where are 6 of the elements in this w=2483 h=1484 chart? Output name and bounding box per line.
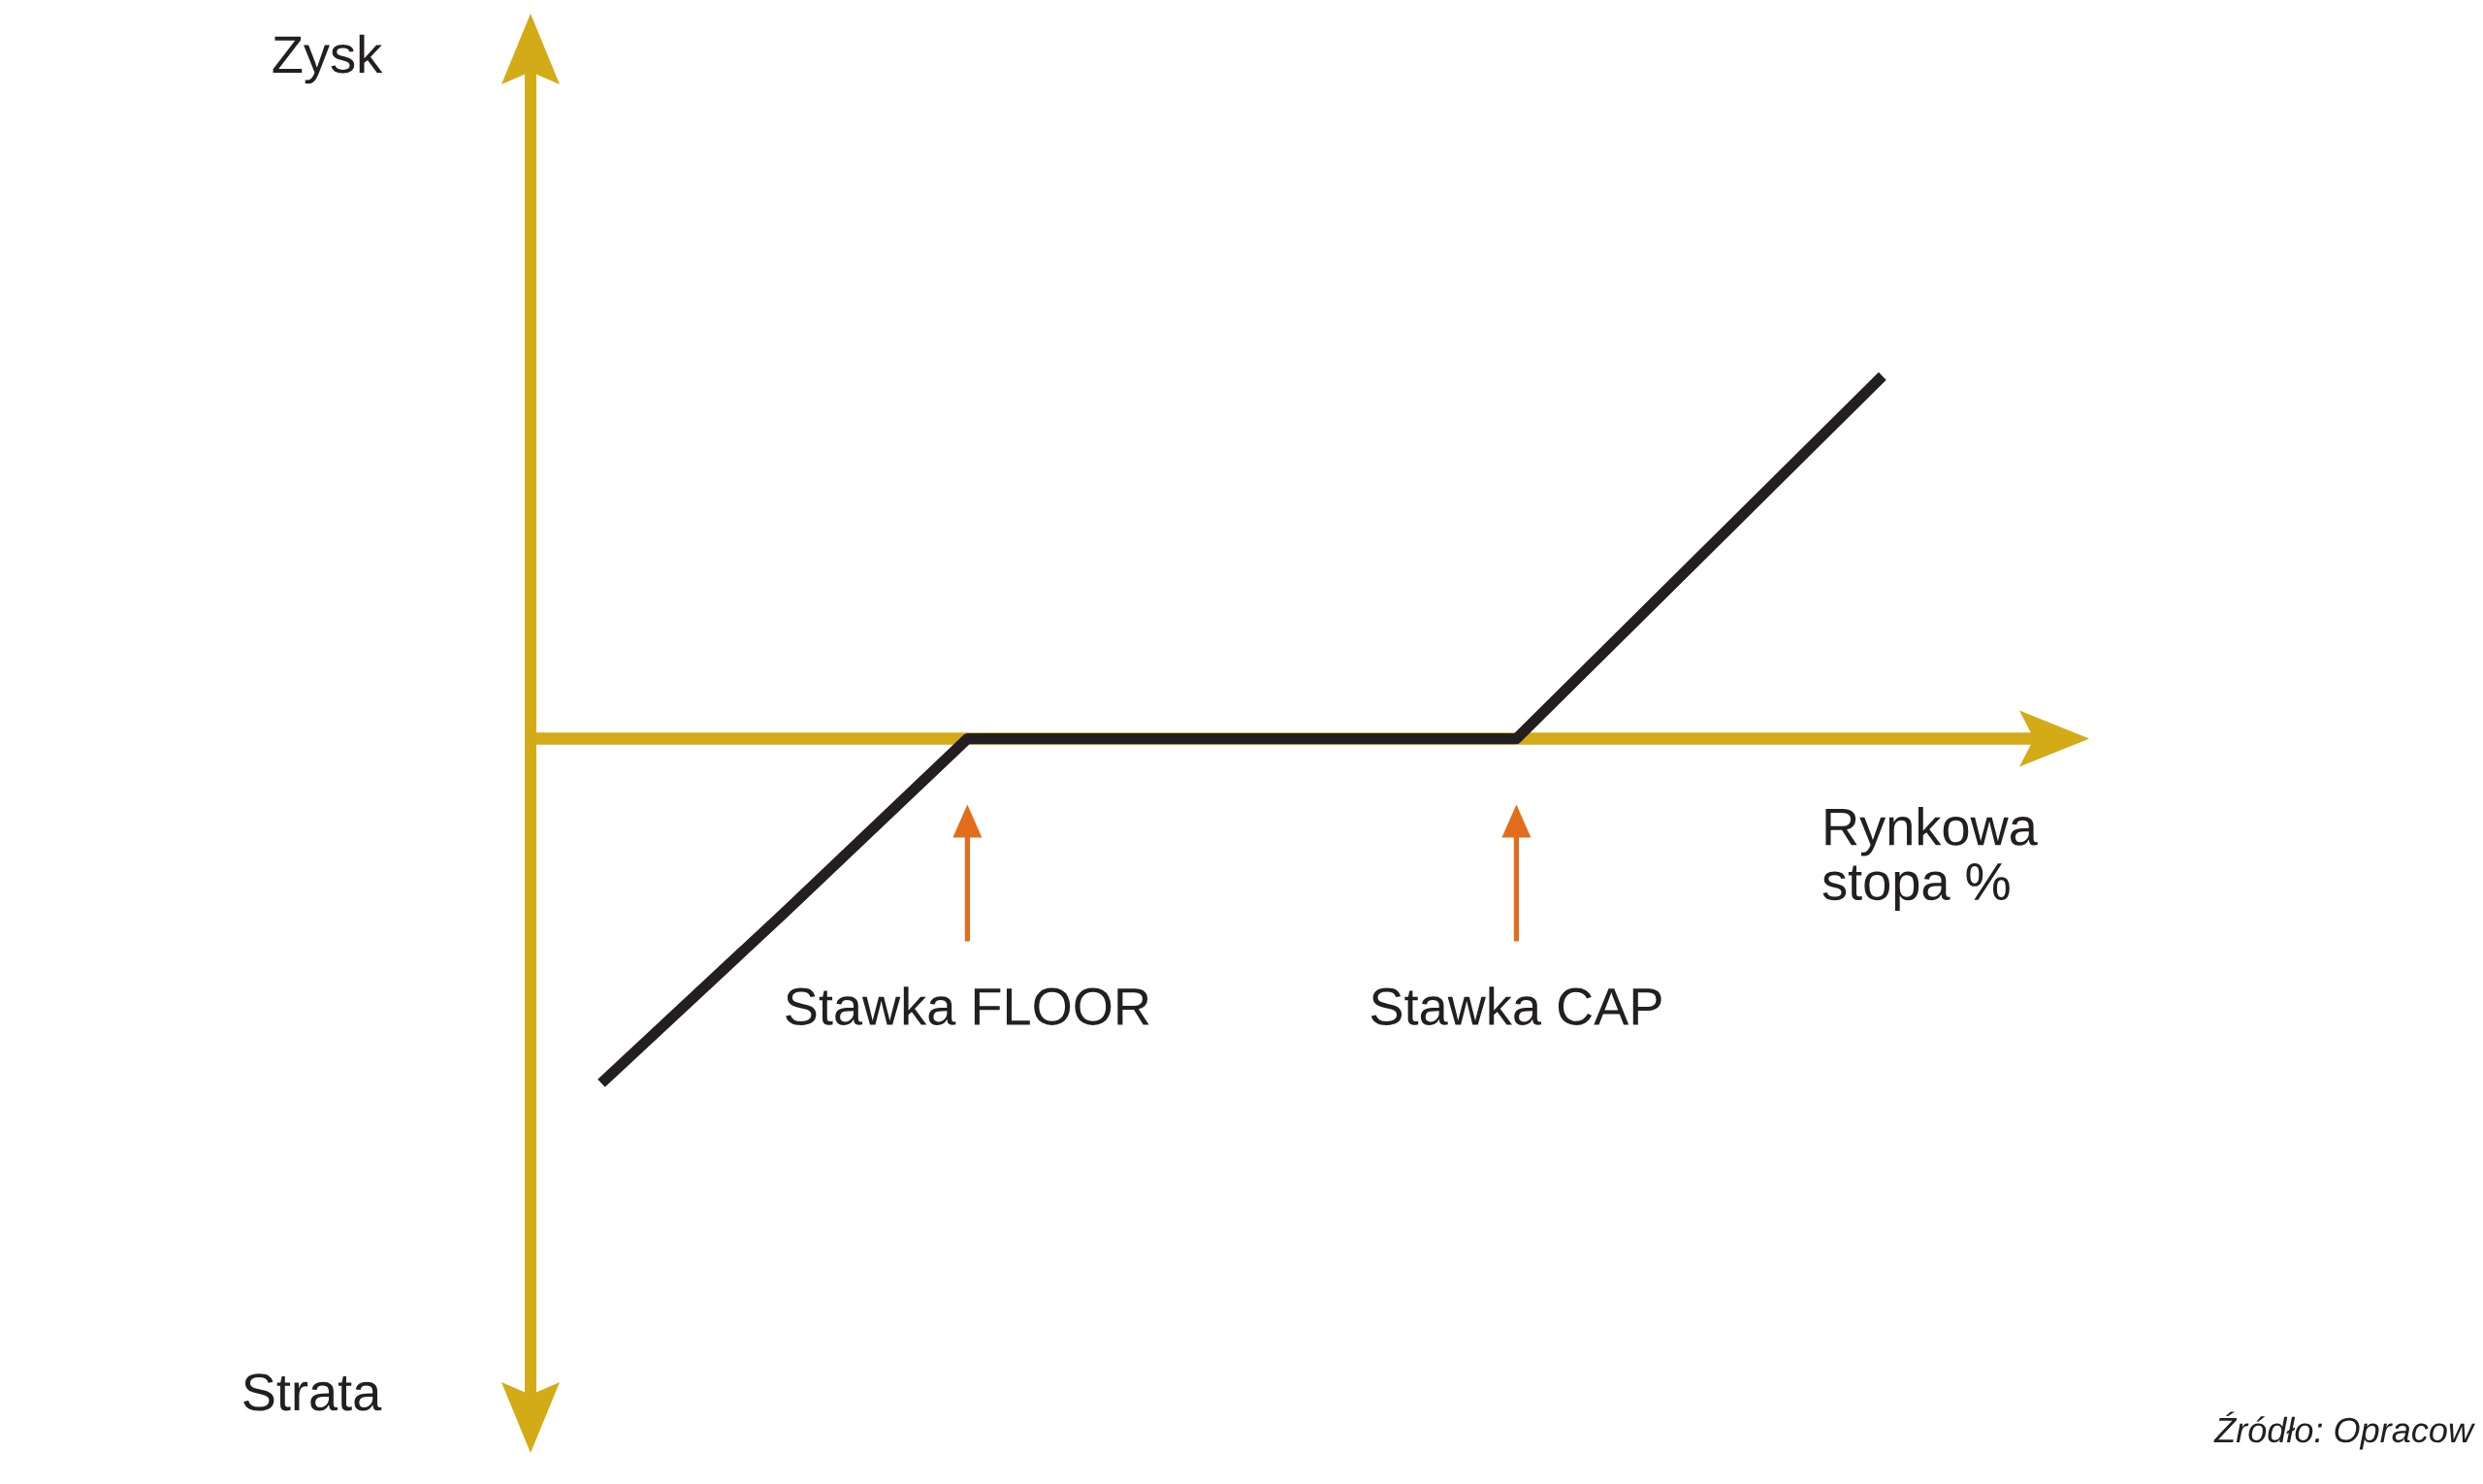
x-tick-label: Stawka FLOOR [786,986,1149,1025]
text: Źródło: Opracow [2213,1411,2475,1450]
x-axis-title: Rynkowa stopa % [1822,807,2038,911]
text: Zysk [273,34,383,84]
text: Strata [243,1373,382,1411]
x-tick-label: Stawka CAP [1370,986,1661,1025]
